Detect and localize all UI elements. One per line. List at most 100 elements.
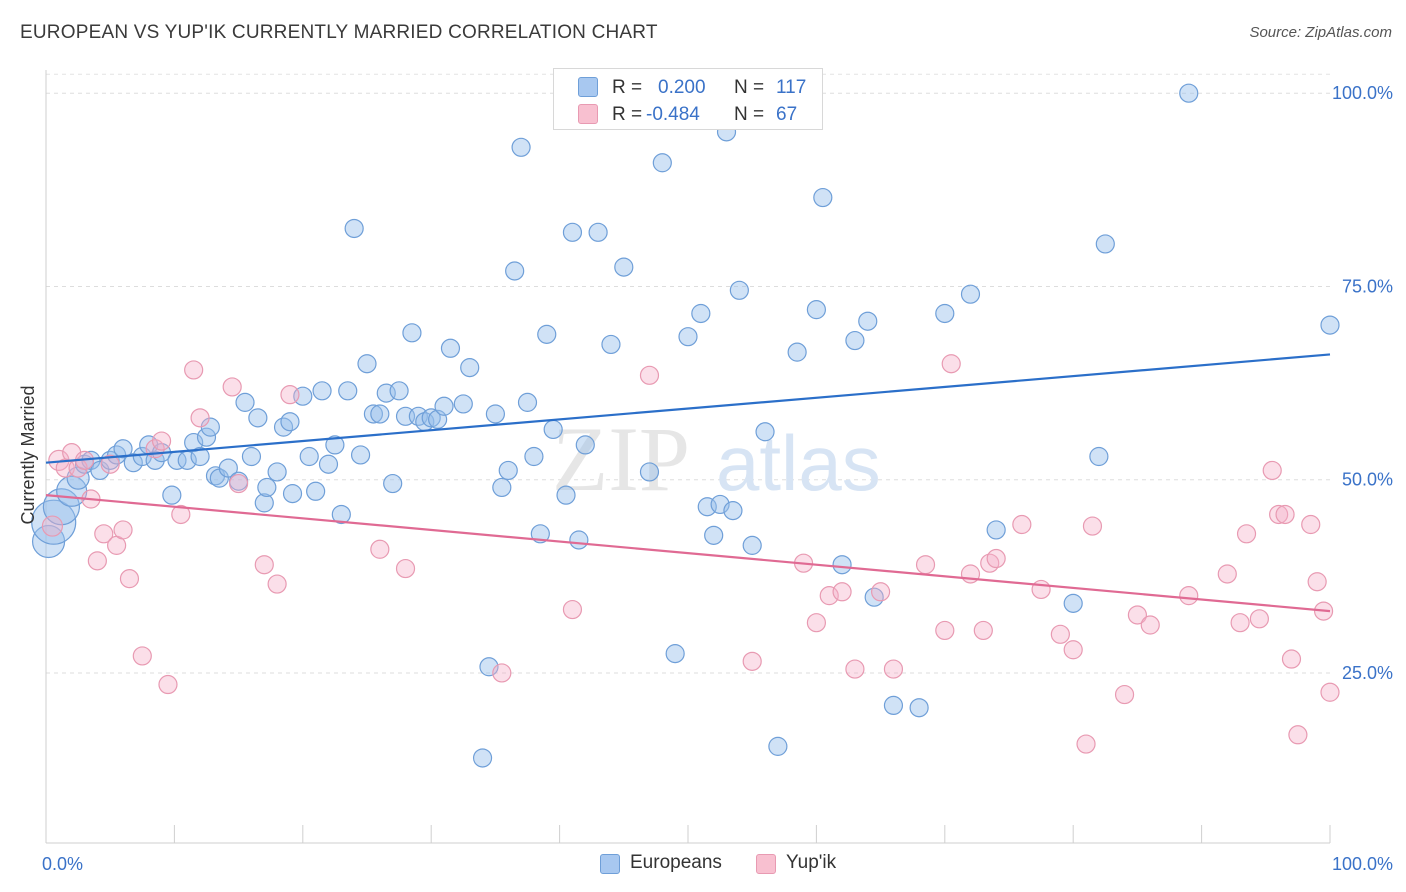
n-label: N = [734,77,765,98]
yupik-point [915,555,936,575]
r-value: 0.200 [658,77,706,98]
europeans-point [113,439,133,459]
europeans-point [282,484,303,504]
n-label: N = [734,104,765,125]
yupik-point [870,582,891,602]
europeans-trend-line [45,353,1331,464]
europeans-point [986,520,1006,540]
axes [45,70,1331,844]
yupik-point [562,599,583,620]
europeans-point [742,535,762,555]
europeans-point [241,446,262,467]
europeans-point [306,481,326,501]
yupik-point [1082,516,1103,536]
stats-legend: R = 0.200 N = 117 R = -0.484 N = 67 [553,68,823,130]
europeans-point [806,300,827,320]
trend-lines [45,353,1331,613]
europeans-point [935,303,955,324]
europeans-point [383,473,403,494]
yupik-point [119,569,140,589]
europeans-point [434,396,454,416]
yupik-point [222,377,242,397]
europeans-point [858,311,878,331]
yupik-point [1127,605,1148,625]
yupik-point [973,620,993,641]
yupik-point [1249,609,1269,629]
yupik-point [742,651,762,671]
europeans-point [145,450,165,470]
europeans-point [845,330,865,351]
europeans-point [543,419,563,440]
y-tick-label: 75.0% [1342,276,1393,296]
yupik-point [1275,504,1295,525]
yupik-point [1236,524,1257,544]
chart-title: EUROPEAN VS YUP'IK CURRENTLY MARRIED COR… [20,22,658,43]
yupik-point [113,520,133,540]
europeans-point [453,394,473,414]
europeans-point [517,392,538,412]
yupik-point [1307,572,1327,592]
grid-lines [46,73,1330,674]
yupik-point [171,504,191,525]
yupik-point [254,555,274,575]
europeans-point [691,303,711,324]
europeans-point [162,485,182,505]
yupik-swatch [578,104,598,124]
europeans-point [248,408,268,428]
europeans-point [472,748,493,768]
r-value: -0.484 [646,104,700,125]
yupik-point [1076,734,1096,754]
r-label: R = [612,77,643,98]
yupik-point [1301,514,1321,535]
yupik-point [819,586,839,606]
watermark-atlas: atlas [716,419,881,507]
europeans-point [257,477,277,498]
europeans-point [909,698,929,718]
yupik-point [1063,640,1083,660]
europeans-point [344,218,364,239]
yupik-point [1140,615,1160,635]
series-europeans [31,83,1340,768]
r-label: R = [612,104,643,125]
europeans-point [1095,234,1115,254]
europeans-point [31,499,77,545]
europeans-point [363,404,384,424]
europeans-point [357,354,377,374]
watermark: ZIP atlas [552,408,881,510]
europeans-point [601,334,621,355]
europeans-point [325,435,345,455]
stats-row-yupik: R = -0.484 N = 67 [554,100,822,128]
europeans-point [614,257,634,277]
europeans-point [678,327,698,347]
yupik-point [806,613,827,633]
europeans-point [960,284,981,304]
legend-europeans: Europeans [630,852,722,873]
europeans-point [665,644,685,664]
yupik-point [94,524,114,544]
source-credit: Source: ZipAtlas.com [1249,24,1392,41]
yupik-point [87,551,107,571]
europeans-point [575,435,595,455]
europeans-point [723,501,743,521]
europeans-point [370,404,390,424]
europeans-point [218,458,238,478]
europeans-point [331,504,351,525]
n-value: 117 [776,77,807,98]
yupik-point [41,515,64,537]
europeans-point [588,222,608,242]
yupik-point [158,674,178,695]
yupik-point [1230,613,1250,633]
yupik-point [100,454,120,474]
yupik-point [184,360,204,380]
europeans-point [402,323,422,343]
yupik-point [986,548,1006,569]
europeans-point [299,446,319,467]
stats-row-europeans: R = 0.200 N = 117 [554,73,822,101]
europeans-point [511,137,531,157]
yupik-point [190,408,210,428]
europeans-point [485,404,505,424]
europeans-point [460,358,480,378]
yupik-point [1012,514,1032,535]
europeans-point [704,525,724,545]
